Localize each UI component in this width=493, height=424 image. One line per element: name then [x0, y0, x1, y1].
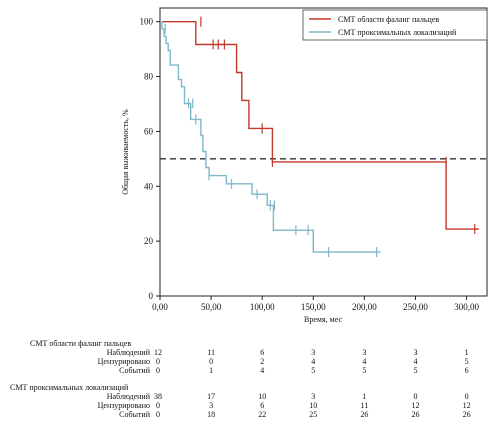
y-axis-ticks: 0 20 40 60 80 100: [140, 17, 160, 301]
risk-group2-value: 18: [207, 410, 216, 419]
risk-group2-value: 0: [156, 410, 160, 419]
x-tick-label: 150,00: [301, 302, 326, 312]
risk-group2-value: 0: [413, 392, 418, 401]
series-line-2: [160, 21, 381, 253]
risk-group2-value: 26: [360, 410, 369, 419]
risk-group1-value: 3: [362, 348, 367, 357]
legend-box: [302, 9, 488, 41]
legend: СМТ области фаланг пальцев СМТ проксимал…: [302, 9, 488, 41]
plot-frame: [159, 7, 488, 297]
risk-group1-value: 4: [260, 366, 265, 375]
risk-group1-value: 3: [311, 348, 316, 357]
y-tick-label: 80: [144, 72, 154, 82]
risk-group1-row-label: Цензурировано: [97, 357, 150, 366]
risk-group1-value: 3: [413, 348, 418, 357]
risk-group2-title: СМТ проксимальных локализаций: [10, 383, 129, 392]
risk-group2-value: 1: [362, 392, 367, 401]
risk-group1-value: 1: [209, 366, 214, 375]
risk-group2-row-label: Наблюдений: [106, 392, 150, 401]
y-tick-label: 100: [140, 17, 154, 27]
risk-group2-value: 26: [411, 410, 420, 419]
x-tick-label: 200,00: [352, 302, 377, 312]
risk-group1-value: 11: [207, 348, 215, 357]
x-axis-label: Время, мес: [304, 315, 342, 324]
risk-group2-value: 10: [258, 392, 267, 401]
risk-group1-value: 4: [362, 357, 367, 366]
risk-group1-value: 6: [464, 366, 469, 375]
x-tick-label: 50,00: [201, 302, 222, 312]
y-axis-label: Общая выживаемость, %: [121, 109, 130, 195]
risk-group2-value: 12: [411, 401, 420, 410]
risk-group1-value: 0: [209, 357, 214, 366]
y-tick-label: 40: [144, 181, 154, 191]
y-tick-label: 20: [144, 236, 154, 246]
risk-group1-row-label: Событий: [119, 366, 150, 375]
risk-group1-value: 1: [464, 348, 469, 357]
risk-group1-title: СМТ области фаланг пальцев: [30, 339, 132, 348]
survival-chart: 0,00 50,00 100,00 150,00 200,00 250,00 300,00 …: [121, 7, 488, 324]
risk-group2-value: 3: [209, 401, 214, 410]
risk-group2-row-label: Цензурировано: [97, 401, 150, 410]
risk-group2-value: 12: [462, 401, 471, 410]
risk-group1-value: 5: [311, 366, 316, 375]
risk-group1-row-label: Наблюдений: [106, 348, 150, 357]
risk-group1-value: 4: [311, 357, 316, 366]
y-tick-label: 60: [144, 126, 154, 136]
risk-group2-value: 3: [311, 392, 316, 401]
x-tick-label: 100,00: [250, 302, 275, 312]
risk-group2-value: 0: [156, 401, 160, 410]
y-tick-label: 0: [149, 291, 154, 301]
risk-group2-value: 26: [462, 410, 471, 419]
risk-group1-value: 0: [156, 366, 160, 375]
risk-group1-value: 5: [362, 366, 367, 375]
risk-group2-value: 0: [464, 392, 469, 401]
risk-group1-value: 0: [156, 357, 160, 366]
x-tick-label: 300,00: [454, 302, 479, 312]
risk-group1-value: 4: [413, 357, 418, 366]
x-axis-ticks: 0,00 50,00 100,00 150,00 200,00 250,00 300,00: [152, 296, 479, 312]
risk-group2-value: 6: [260, 401, 265, 410]
risk-group1-value: 5: [413, 366, 418, 375]
risk-group2-value: 10: [309, 401, 318, 410]
series-line-1: [160, 21, 479, 230]
risk-group1-value: 6: [260, 348, 265, 357]
legend-label-group1: СМТ области фаланг пальцев: [338, 15, 439, 24]
risk-group2-row-label: Событий: [119, 410, 150, 419]
risk-group1-value: 2: [260, 357, 265, 366]
risk-group1-value: 12: [154, 348, 162, 357]
risk-table: СМТ области фаланг пальцев Наблюдений Це…: [0, 335, 493, 424]
x-tick-label: 0,00: [152, 302, 168, 312]
risk-group2-value: 11: [360, 401, 369, 410]
risk-group1-value: 5: [464, 357, 469, 366]
risk-group2-value: 22: [258, 410, 267, 419]
risk-group2-value: 25: [309, 410, 318, 419]
x-tick-label: 250,00: [403, 302, 428, 312]
risk-group2-value: 38: [154, 392, 162, 401]
legend-label-group2: СМТ проксимальных локализаций: [338, 28, 457, 37]
survival-curves: [160, 16, 479, 258]
risk-group2-value: 17: [207, 392, 216, 401]
